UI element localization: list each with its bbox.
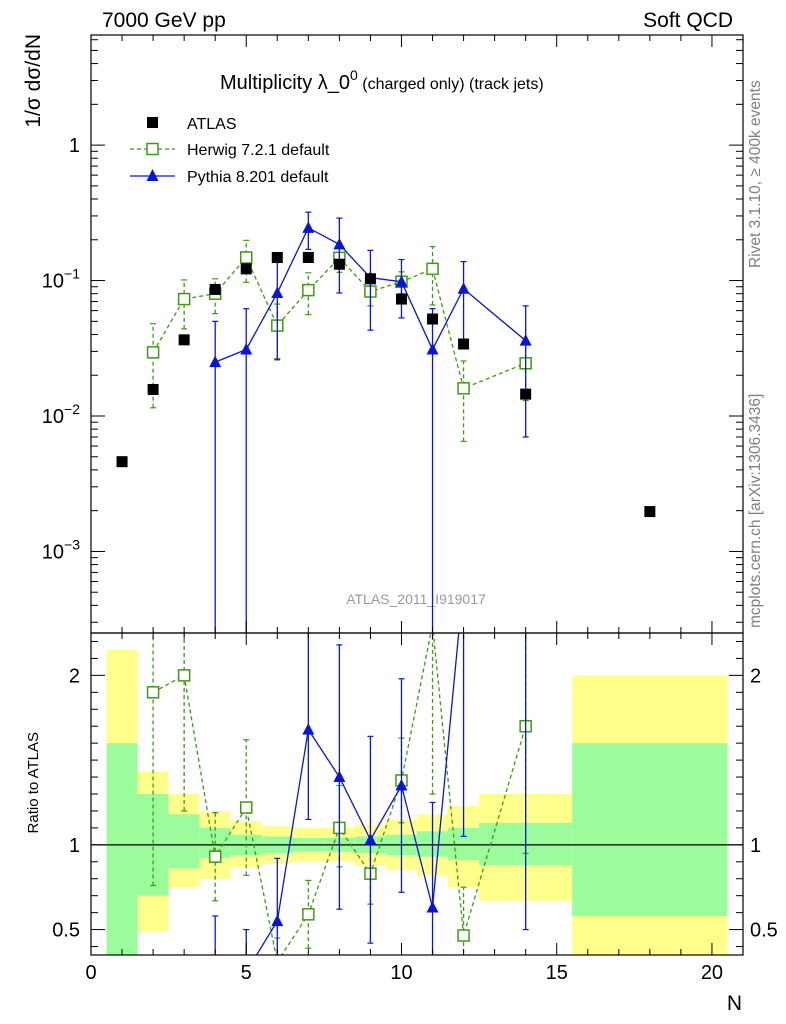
main-atlas-point-1 xyxy=(147,383,159,395)
ratio-y-axis-label: Ratio to ATLAS xyxy=(25,732,42,833)
ratio-pythia-point-0 xyxy=(209,959,221,971)
ratio-herwig-line xyxy=(152,633,527,955)
band-inner-0 xyxy=(106,743,138,955)
ratio-herwig-point-1 xyxy=(177,669,191,682)
header-right-label: Soft QCD xyxy=(643,9,733,32)
x-tick-label-0: 0 xyxy=(85,962,96,984)
band-inner-13 xyxy=(572,743,728,917)
main-herwig-point-3 xyxy=(239,251,253,264)
ratio-plot-marks xyxy=(146,576,532,971)
ratio-pythia-point-5 xyxy=(364,833,377,845)
main-pythia-line xyxy=(214,226,527,363)
x-tick-label-4: 20 xyxy=(701,962,723,984)
ratio-herwig-point-2 xyxy=(208,850,222,863)
ratio-pythia-point-8 xyxy=(458,576,470,588)
main-pythia-point-9 xyxy=(519,334,532,346)
main-herwig-point-1 xyxy=(177,292,191,306)
main-atlas-point-9 xyxy=(395,293,407,305)
main-herwig-point-0 xyxy=(146,346,160,359)
band-inner-2 xyxy=(168,814,200,869)
x-tick-label-3: 15 xyxy=(546,962,568,984)
main-pythia-point-1 xyxy=(240,342,253,355)
main-y-tick-label-1: 10−1 xyxy=(42,266,80,293)
ratio-y-tick-label-right-0: 2 xyxy=(750,665,761,687)
ratio-y-tick-label-left-1: 1 xyxy=(69,835,80,857)
ratio-pythia-point-6 xyxy=(395,779,408,791)
header-left-label: 7000 GeV pp xyxy=(102,9,226,32)
main-herwig-point-10 xyxy=(457,382,470,395)
main-atlas-point-6 xyxy=(302,251,314,263)
legend-marker-herwig xyxy=(146,142,159,156)
ratio-herwig-point-0 xyxy=(146,686,160,699)
main-pythia-point-8 xyxy=(457,282,470,294)
main-y-tick-label-0: 1 xyxy=(69,135,80,157)
main-pythia-point-3 xyxy=(302,221,315,233)
main-title-sup: 0 xyxy=(350,67,358,83)
main-atlas-point-7 xyxy=(333,258,345,270)
main-atlas-point-5 xyxy=(271,251,283,263)
main-herwig-point-9 xyxy=(426,262,439,276)
ratio-pythia-point-7 xyxy=(426,901,439,913)
ratio-y-tick-label-right-1: 1 xyxy=(750,835,761,857)
main-atlas-point-11 xyxy=(458,338,470,350)
main-atlas-point-0 xyxy=(116,456,128,468)
main-y-tick-label-2: 10−2 xyxy=(42,401,80,428)
legend-label-herwig: Herwig 7.2.1 default xyxy=(187,142,330,159)
ratio-pythia-point-3 xyxy=(302,723,315,735)
axes: 0 5 10 15 20 1 10−1 10−2 10−3 2 2 1 1 0.5 0.5 xyxy=(42,34,778,984)
ratio-herwig-point-3 xyxy=(239,801,253,814)
x-axis-label: N xyxy=(727,992,742,1015)
main-pythia-point-2 xyxy=(271,286,284,298)
main-title-text: Multiplicity λ_0 xyxy=(220,72,350,94)
main-pythia-point-6 xyxy=(395,275,408,287)
main-pythia-point-7 xyxy=(426,342,439,355)
ratio-herwig-point-4 xyxy=(272,956,283,967)
ratio-herwig-point-10 xyxy=(457,929,470,942)
legend-marker-pythia xyxy=(146,169,159,181)
main-pythia-point-0 xyxy=(209,355,222,368)
x-tick-label-1: 5 xyxy=(241,962,252,984)
ratio-y-tick-label-left-0: 2 xyxy=(69,665,80,687)
main-title: Multiplicity λ_00 (charged only) (track … xyxy=(220,67,544,94)
main-y-tick-label-3: 10−3 xyxy=(42,536,80,563)
legend: ATLAS Herwig 7.2.1 default Pythia 8.201 … xyxy=(130,116,330,186)
main-atlas-point-13 xyxy=(644,506,656,518)
main-herwig-point-5 xyxy=(302,283,315,297)
main-atlas-point-3 xyxy=(209,283,221,295)
legend-label-pythia: Pythia 8.201 default xyxy=(187,169,329,186)
rivet-label: Rivet 3.1.10, ≥ 400k events xyxy=(747,80,764,268)
ratio-pythia-point-9 xyxy=(520,584,532,596)
main-title-sub: (charged only) (track jets) xyxy=(358,76,544,93)
ratio-y-tick-label-right-2: 0.5 xyxy=(750,920,778,942)
main-plot-marks xyxy=(116,211,656,633)
mcplots-label: mcplots.cern.ch [arXiv:1306.3436] xyxy=(747,394,764,628)
main-pythia-point-4 xyxy=(333,237,346,250)
analysis-watermark: ATLAS_2011_I919017 xyxy=(346,591,486,607)
main-atlas-point-8 xyxy=(364,273,376,285)
main-atlas-point-12 xyxy=(520,388,532,400)
x-tick-label-2: 10 xyxy=(390,962,412,984)
ratio-pythia-point-4 xyxy=(333,770,346,783)
ratio-pythia-line xyxy=(255,633,460,955)
legend-label-atlas: ATLAS xyxy=(187,116,237,133)
legend-marker-atlas xyxy=(147,117,158,128)
main-y-axis-label: 1/σ dσ/dN xyxy=(22,34,45,128)
main-atlas-point-4 xyxy=(240,263,252,275)
ratio-y-tick-label-left-2: 0.5 xyxy=(52,920,80,942)
main-atlas-point-2 xyxy=(178,334,190,346)
ratio-herwig-point-5 xyxy=(302,908,315,921)
ratio-pythia-point-2 xyxy=(271,914,284,927)
ratio-uncertainty-bands xyxy=(91,649,743,955)
main-atlas-point-10 xyxy=(427,313,439,325)
